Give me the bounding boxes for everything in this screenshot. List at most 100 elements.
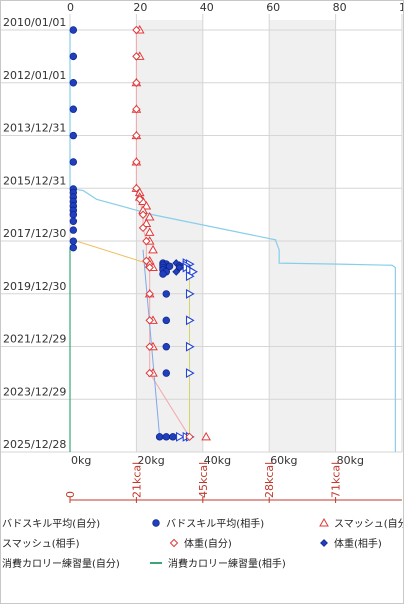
data-point-s0 xyxy=(69,158,78,166)
data-point-s3 xyxy=(185,288,195,299)
y-tick-label: 2021/12/29 xyxy=(3,333,66,346)
data-point-s2 xyxy=(141,200,152,210)
data-point-s1 xyxy=(169,433,177,441)
calorie-tick-label: 71kcal xyxy=(330,462,343,498)
calorie-tick-label: 28kcal xyxy=(263,462,276,498)
data-point-s0 xyxy=(69,237,78,245)
bottom-tick-label: 40kg xyxy=(204,454,231,467)
legend-label: 体重(自分) xyxy=(184,537,232,550)
data-point-s3 xyxy=(189,266,198,277)
legend-swatch xyxy=(320,539,328,547)
data-point-s4 xyxy=(132,131,141,140)
data-point-s4 xyxy=(142,236,151,246)
data-point-s0 xyxy=(69,105,78,113)
legend-label: 消費カロリー練習量(自分) xyxy=(2,557,120,570)
data-point-s3 xyxy=(185,368,195,379)
data-point-s2 xyxy=(144,227,155,236)
data-point-s5 xyxy=(172,267,181,276)
legend-label: バドスキル平均(自分) xyxy=(2,517,100,530)
legend-label: バドスキル平均(相手) xyxy=(166,517,264,530)
data-point-s3 xyxy=(185,341,195,352)
legend-swatch xyxy=(319,517,329,527)
data-point-s4 xyxy=(132,78,141,87)
y-tick-label: 2017/12/30 xyxy=(3,227,66,240)
legend-label: スマッシュ(相手) xyxy=(2,537,80,550)
data-point-s4 xyxy=(132,184,141,193)
top-tick-label: 0 xyxy=(67,1,74,14)
data-point-s4 xyxy=(138,223,148,233)
series-markers xyxy=(69,24,211,442)
data-point-s3 xyxy=(185,271,195,282)
legend: バドスキル平均(自分) バドスキル平均(相手) スマッシュ(自分) スマッシュ(相手)… xyxy=(2,517,404,570)
data-point-s4 xyxy=(142,256,151,266)
data-point-s0 xyxy=(69,131,78,140)
data-point-s2 xyxy=(144,212,155,221)
top-tick-label: 20 xyxy=(133,1,147,14)
y-tick-label: 2015/12/31 xyxy=(3,174,66,187)
y-tick-label: 2025/12/28 xyxy=(3,438,66,451)
legend-label: スマッシュ(自分) xyxy=(334,517,404,530)
shaded-band-0 xyxy=(136,20,203,452)
data-point-s0 xyxy=(69,211,78,219)
gridlines xyxy=(0,14,403,453)
data-point-s4 xyxy=(132,104,141,114)
data-point-s5 xyxy=(175,263,184,272)
data-point-s4 xyxy=(145,263,154,272)
top-tick-label: 40 xyxy=(200,1,214,14)
legend-label: 消費カロリー練習量(相手) xyxy=(168,557,286,570)
data-point-s4 xyxy=(135,195,144,204)
connector-line xyxy=(142,249,161,437)
data-point-s2 xyxy=(201,431,211,441)
bottom-tick-label: 0kg xyxy=(71,454,91,467)
data-point-s4 xyxy=(132,52,141,61)
y-tick-label: 2013/12/31 xyxy=(3,122,66,135)
bottom-tick-label: 60kg xyxy=(270,454,297,467)
data-point-s4 xyxy=(132,157,141,167)
data-point-s0 xyxy=(69,52,78,61)
background-bands xyxy=(136,20,336,452)
data-point-s4 xyxy=(185,432,194,442)
data-point-s4 xyxy=(145,289,154,299)
data-point-s4 xyxy=(145,342,154,351)
y-tick-label: 2010/01/01 xyxy=(3,16,66,29)
data-point-s1 xyxy=(162,369,170,377)
data-point-s2 xyxy=(141,218,152,227)
y-tick-label: 2023/12/29 xyxy=(3,385,66,398)
data-point-s1 xyxy=(155,433,164,441)
connector-line xyxy=(76,240,150,265)
data-point-s2 xyxy=(148,244,158,254)
data-point-s1 xyxy=(159,270,167,278)
data-point-s3 xyxy=(176,431,185,442)
data-point-s4 xyxy=(132,25,141,35)
y-tick-label: 2012/01/01 xyxy=(3,69,66,82)
bottom-tick-label: 80kg xyxy=(337,454,364,467)
legend-swatch xyxy=(169,538,179,548)
top-tick-label: 80 xyxy=(333,1,347,14)
data-point-s1 xyxy=(162,290,170,298)
y-tick-label: 2019/12/30 xyxy=(3,280,66,293)
data-point-s1 xyxy=(162,316,170,325)
data-point-s0 xyxy=(69,79,78,87)
data-point-s1 xyxy=(162,433,170,441)
calorie-tick-label: 45kcal xyxy=(197,462,210,498)
data-point-s1 xyxy=(162,343,170,351)
bottom-tick-label: 20kg xyxy=(137,454,164,467)
data-point-s4 xyxy=(138,210,148,219)
data-point-s0 xyxy=(69,226,78,234)
data-point-s4 xyxy=(145,368,154,378)
calorie-tick-label: 0 xyxy=(64,491,77,498)
data-point-s4 xyxy=(145,316,154,325)
legend-swatch xyxy=(152,519,160,527)
series-line-6 xyxy=(69,30,396,452)
data-point-s0 xyxy=(69,217,78,225)
data-point-s0 xyxy=(69,26,78,34)
calorie-tick-label: 21kcal xyxy=(130,462,143,498)
data-point-s3 xyxy=(185,315,195,326)
shaded-band-1 xyxy=(269,20,336,452)
top-tick-label: 100 xyxy=(399,1,404,14)
axes: 2010/01/01 2012/01/01 2013/12/31 2015/12/31… xyxy=(3,1,404,503)
top-tick-label: 60 xyxy=(266,1,280,14)
legend-label: 体重(相手) xyxy=(334,537,382,550)
